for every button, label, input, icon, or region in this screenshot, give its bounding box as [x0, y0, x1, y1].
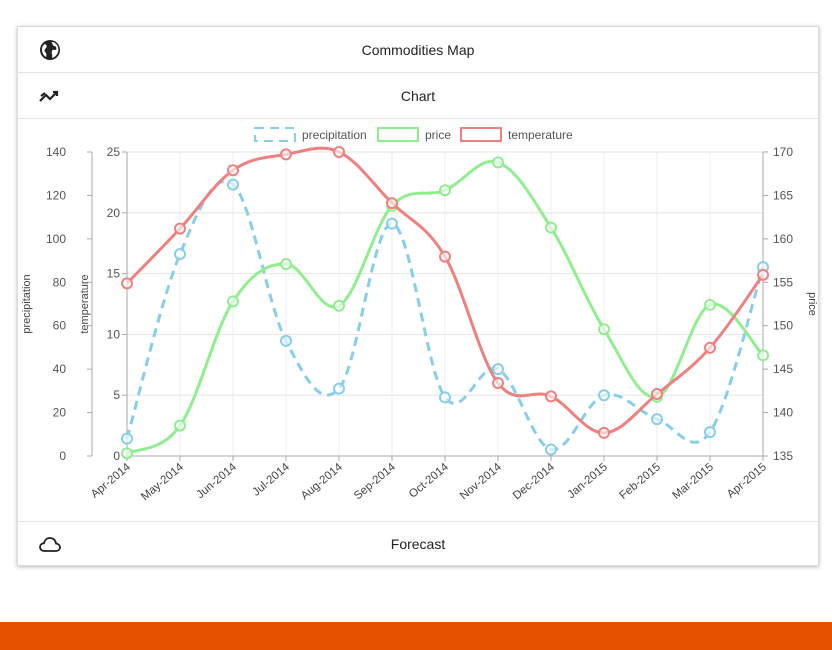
precipitation-tick-label: 100 [46, 232, 66, 246]
map-section-header[interactable]: Commodities Map [18, 27, 818, 73]
price-tick-label: 165 [773, 188, 793, 202]
price-point [492, 156, 504, 169]
forecast-section-title: Forecast [390, 536, 446, 552]
price-tick-label: 140 [773, 406, 793, 420]
price-axis-label: price [806, 292, 818, 316]
temperature-legend-swatch [460, 127, 502, 142]
temperature-axis-label: temperature [79, 274, 91, 333]
precipitation-tick-label: 60 [53, 319, 67, 333]
precipitation-point [227, 178, 239, 191]
price-legend-label: price [425, 128, 451, 142]
precipitation-tick-label: 120 [46, 188, 66, 202]
temperature-point [121, 277, 133, 290]
temperature-point [545, 390, 557, 403]
x-tick-label: Apr-2015 [725, 461, 769, 501]
x-tick-label: Sep-2014 [352, 461, 398, 503]
temperature-tick-label: 5 [113, 388, 120, 402]
precipitation-point [174, 248, 186, 261]
price-legend-swatch [377, 127, 419, 142]
precipitation-tick-label: 0 [59, 449, 66, 463]
temperature-tick-label: 20 [107, 206, 121, 220]
price-point [704, 298, 716, 311]
precipitation-axis-label: precipitation [21, 274, 33, 333]
precipitation-point [333, 382, 345, 395]
temperature-point [333, 146, 345, 158]
forecast-section-header[interactable]: Forecast [18, 521, 818, 566]
price-tick-label: 170 [773, 145, 793, 159]
precipitation-point [651, 413, 663, 426]
x-tick-label: Aug-2014 [299, 461, 345, 503]
precipitation-point [492, 363, 504, 376]
temperature-point [386, 197, 398, 210]
precipitation-tick-label: 140 [46, 145, 66, 159]
price-point [333, 299, 345, 312]
price-point [280, 258, 292, 271]
x-tick-label: Feb-2015 [617, 461, 662, 502]
temperature-tick-label: 25 [107, 145, 121, 159]
temperature-point [439, 250, 451, 263]
temperature-point [174, 222, 186, 235]
price-tick-label: 145 [773, 362, 793, 376]
x-tick-label: Mar-2015 [671, 461, 716, 502]
x-tick-label: Nov-2014 [458, 461, 504, 503]
precipitation-point [545, 443, 557, 456]
footer-bar [0, 622, 832, 650]
price-tick-label: 150 [773, 319, 793, 333]
x-tick-label: Jun-2014 [194, 461, 239, 501]
precipitation-tick-label: 80 [53, 275, 67, 289]
price-point [545, 221, 557, 234]
temperature-point [757, 268, 769, 281]
temperature-point [704, 341, 716, 354]
chart-section-title: Chart [400, 87, 436, 104]
price-tick-label: 155 [773, 275, 793, 289]
x-tick-label: Dec-2014 [511, 461, 557, 503]
temperature-point [492, 377, 504, 390]
trending-icon [39, 90, 59, 102]
precipitation-tick-label: 40 [53, 362, 67, 376]
x-tick-label: May-2014 [139, 461, 186, 503]
precipitation-point [386, 217, 398, 230]
x-tick-label: Oct-2014 [407, 461, 451, 501]
x-tick-label: Apr-2014 [89, 461, 133, 501]
temperature-point [598, 426, 610, 439]
price-point [227, 295, 239, 308]
precipitation-legend-label: precipitation [302, 128, 367, 142]
precipitation-point [704, 426, 716, 439]
precipitation-point [598, 389, 610, 402]
map-section-title: Commodities Map [361, 41, 475, 58]
price-point [598, 323, 610, 336]
precipitation-point [280, 334, 292, 347]
temperature-point [280, 148, 292, 161]
price-tick-label: 160 [773, 232, 793, 246]
precipitation-legend-swatch [254, 127, 296, 142]
precipitation-point [439, 391, 451, 404]
temperature-tick-label: 10 [107, 327, 121, 341]
temperature-tick-label: 0 [113, 449, 120, 463]
commodities-chart: 0 20 40 60 80 100 120 140 0 5 10 15 20 25 135 140 145 150… [21, 127, 818, 503]
cloud-icon [39, 537, 61, 552]
x-tick-label: Jan-2015 [565, 461, 609, 501]
price-tick-label: 135 [773, 449, 793, 463]
commodities-panel: Commodities Map Chart 0 20 40 60 80 100 120 140… [17, 26, 819, 566]
globe-icon [40, 39, 60, 60]
temperature-legend-label: temperature [508, 128, 573, 142]
price-point [174, 419, 186, 432]
temperature-point [227, 164, 239, 177]
chart-container: 0 20 40 60 80 100 120 140 0 5 10 15 20 25 135 140 145 150… [18, 119, 818, 521]
chart-section-header[interactable]: Chart [18, 73, 818, 119]
precipitation-point [121, 432, 133, 445]
price-point [439, 184, 451, 197]
temperature-tick-label: 15 [107, 267, 121, 281]
price-point [757, 349, 769, 362]
price-point [121, 447, 133, 460]
precipitation-tick-label: 20 [53, 406, 67, 420]
temperature-point [651, 387, 663, 400]
x-tick-label: Jul-2014 [250, 461, 292, 499]
